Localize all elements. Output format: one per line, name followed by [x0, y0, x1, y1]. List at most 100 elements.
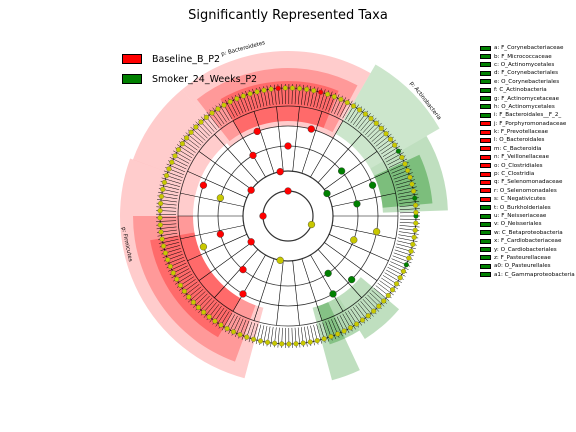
taxa-legend-label: s: C_Negativicutes	[494, 196, 546, 203]
leaf-branch	[365, 296, 380, 312]
leaf-branch	[162, 251, 182, 258]
clade-node	[324, 269, 332, 277]
leaf-node	[244, 334, 250, 340]
leaf-branch	[190, 126, 206, 141]
inner-branch	[324, 151, 378, 190]
clade-node	[199, 243, 208, 251]
group-legend: Baseline_B_P2 Smoker_24_Weeks_P2	[122, 50, 257, 90]
leaf-node	[410, 241, 416, 247]
leaf-branch	[187, 288, 204, 303]
taxa-legend-label: l: O_Bacteroidales	[494, 137, 545, 144]
inner-branch	[310, 254, 344, 312]
leaf-node	[181, 288, 187, 294]
clade-node	[276, 256, 284, 264]
leaf-node	[254, 89, 260, 95]
inner-branch	[331, 192, 396, 207]
leaf-branch	[322, 322, 330, 342]
leaf-node	[170, 270, 176, 276]
inner-branch	[214, 134, 259, 183]
inner-branch	[198, 151, 252, 190]
taxa-legend-swatch	[480, 163, 491, 169]
clade-node	[249, 151, 257, 159]
taxa-legend-item: k: F_Prevotellaceae	[480, 128, 575, 136]
leaf-branch	[379, 139, 397, 152]
leaf-node	[394, 281, 400, 287]
clade-node	[329, 290, 337, 298]
leaf-node	[224, 326, 230, 332]
leaf-node	[307, 339, 313, 345]
leaf-node	[300, 340, 306, 346]
taxa-legend-swatch	[480, 213, 491, 219]
leaf-node	[403, 262, 409, 268]
leaf-node	[412, 195, 418, 201]
leaf-node	[198, 119, 204, 125]
clade-node	[247, 238, 255, 246]
leaf-branch	[397, 186, 417, 192]
taxa-legend-item: m: C_Bacteroidia	[480, 145, 575, 153]
taxa-legend-swatch	[480, 129, 491, 135]
leaf-node	[193, 124, 199, 130]
leaf-node	[321, 336, 327, 342]
inner-branch	[328, 234, 389, 262]
taxa-legend-item: c: O_Actinomycetales	[480, 61, 575, 69]
leaf-branch	[169, 157, 188, 167]
leaf-node	[347, 325, 353, 331]
leaf-node	[190, 299, 197, 305]
leaf-node	[157, 215, 163, 221]
taxa-legend-swatch	[480, 79, 491, 85]
leaf-node	[413, 220, 419, 226]
taxa-legend-item: w: C_Betaproteobacteria	[480, 229, 575, 237]
leaf-branch	[399, 225, 420, 228]
taxa-legend-swatch	[480, 45, 491, 51]
leaf-node	[400, 268, 406, 274]
clade-node	[199, 181, 208, 189]
leaf-node	[209, 110, 215, 116]
taxa-legend-label: u: F_Neisseriaceae	[494, 213, 547, 219]
legend-item-baseline: Baseline_B_P2	[122, 50, 257, 68]
leaf-branch	[203, 302, 217, 318]
leaf-branch	[336, 97, 347, 116]
leaf-branch	[228, 315, 238, 334]
taxa-legend-label: q: F_Selenomonadaceae	[494, 179, 563, 186]
leaf-node	[158, 200, 164, 207]
leaf-branch	[369, 292, 385, 307]
leaf-node	[172, 153, 178, 159]
leaf-branch	[215, 309, 227, 327]
leaf-branch	[328, 320, 336, 340]
legend-label-baseline: Baseline_B_P2	[152, 53, 221, 65]
inner-branch	[187, 234, 248, 262]
inner-branch	[310, 120, 344, 178]
taxa-legend-label: f: C_Actinobacteria	[494, 87, 547, 94]
leaf-branch	[281, 84, 283, 105]
leaf-node	[297, 85, 303, 92]
taxa-legend-label: m: C_Bacteroidia	[494, 145, 542, 152]
leaf-branch	[377, 282, 394, 296]
leaf-branch	[158, 191, 178, 197]
leaf-node	[166, 166, 172, 172]
leaf-node	[381, 298, 387, 304]
leaf-branch	[231, 96, 241, 115]
leaf-branch	[301, 84, 304, 105]
leaf-branch	[241, 320, 250, 340]
clade-node	[353, 200, 361, 208]
leaf-branch	[316, 324, 322, 344]
leaf-branch	[384, 272, 402, 284]
leaf-node	[293, 341, 299, 347]
leaf-node	[251, 336, 257, 342]
leaf-node	[350, 103, 357, 109]
leaf-node	[169, 159, 175, 165]
leaf-node	[240, 93, 246, 99]
leaf-node	[286, 341, 292, 347]
taxa-legend-label: y: O_Cardiobacteriales	[494, 246, 557, 253]
taxa-legend-swatch	[480, 137, 491, 143]
clade-sector	[196, 68, 358, 142]
taxa-legend-label: a: F_Corynebacteriaceae	[494, 45, 564, 52]
leaf-branch	[160, 245, 180, 251]
leaf-branch	[174, 273, 193, 285]
legend-swatch-smoker	[122, 74, 142, 84]
clade-node	[373, 228, 381, 236]
leaf-node	[325, 91, 331, 97]
taxa-legend-swatch	[480, 104, 491, 110]
leaf-branch	[313, 87, 319, 108]
leaf-branch	[399, 218, 420, 220]
